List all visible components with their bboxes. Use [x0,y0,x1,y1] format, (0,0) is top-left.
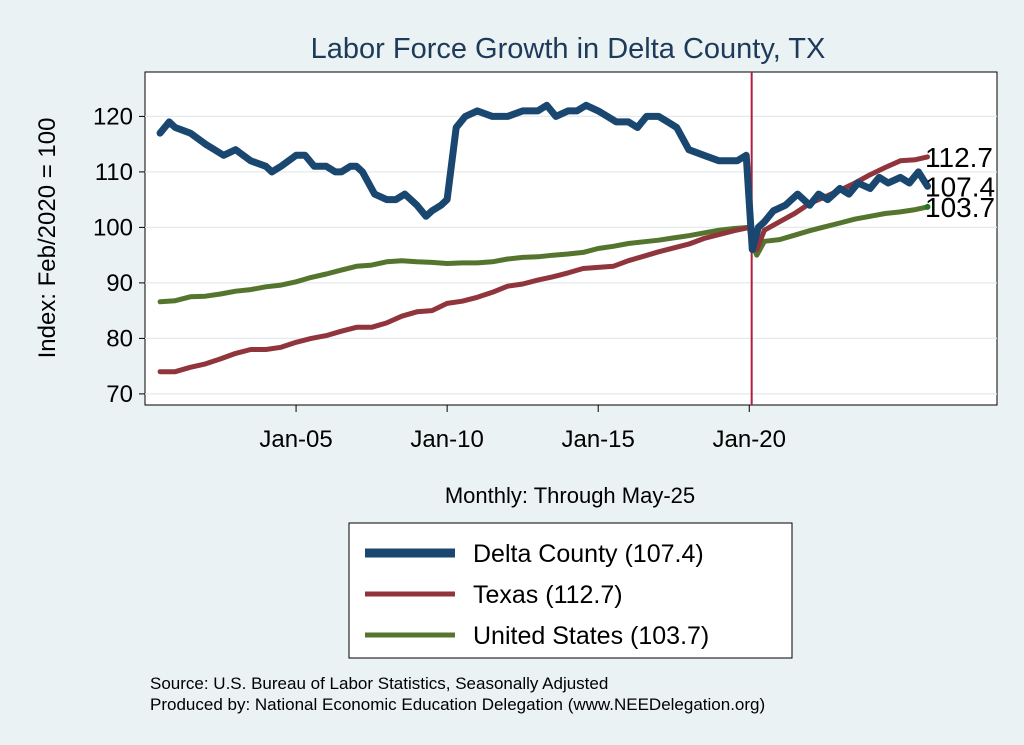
series-line-delta-county [156,101,931,254]
y-tick-label: 100 [93,214,133,241]
plot-area [144,71,998,406]
producer-note: Produced by: National Economic Education… [150,695,765,714]
legend-label: United States (103.7) [473,622,709,650]
y-tick-label: 80 [106,325,133,352]
end-label-delta-county: 107.4 [925,171,995,202]
series-lines [156,72,931,405]
y-axis: 70 80 90 100 110 120 [93,103,145,408]
legend-label: Delta County (107.4) [473,540,704,568]
series-line-united-states [157,204,930,305]
x-tick-label: Jan-15 [561,426,634,453]
x-axis-label: Monthly: Through May-25 [445,483,695,508]
y-tick-label: 90 [106,270,133,297]
source-note: Source: U.S. Bureau of Labor Statistics,… [150,674,608,693]
legend: Delta County (107.4) Texas (112.7) United … [348,522,793,659]
end-label-united-states: 103.7 [925,192,995,223]
x-tick-label: Jan-05 [259,426,332,453]
x-axis: Jan-05 Jan-10 Jan-15 Jan-20 [259,405,786,453]
x-tick-label: Jan-10 [410,426,483,453]
legend-label: Texas (112.7) [473,581,623,609]
y-tick-label: 110 [95,159,133,186]
end-marker-united-states [924,203,931,210]
x-tick-label: Jan-20 [713,426,786,453]
chart-title: Labor Force Growth in Delta County, TX [311,33,826,65]
series-line-texas [157,154,930,375]
y-axis-label: Index: Feb/2020 = 100 [34,118,61,359]
y-tick-label: 70 [106,381,133,408]
y-tick-label: 120 [93,103,133,130]
end-label-texas: 112.7 [925,142,993,173]
